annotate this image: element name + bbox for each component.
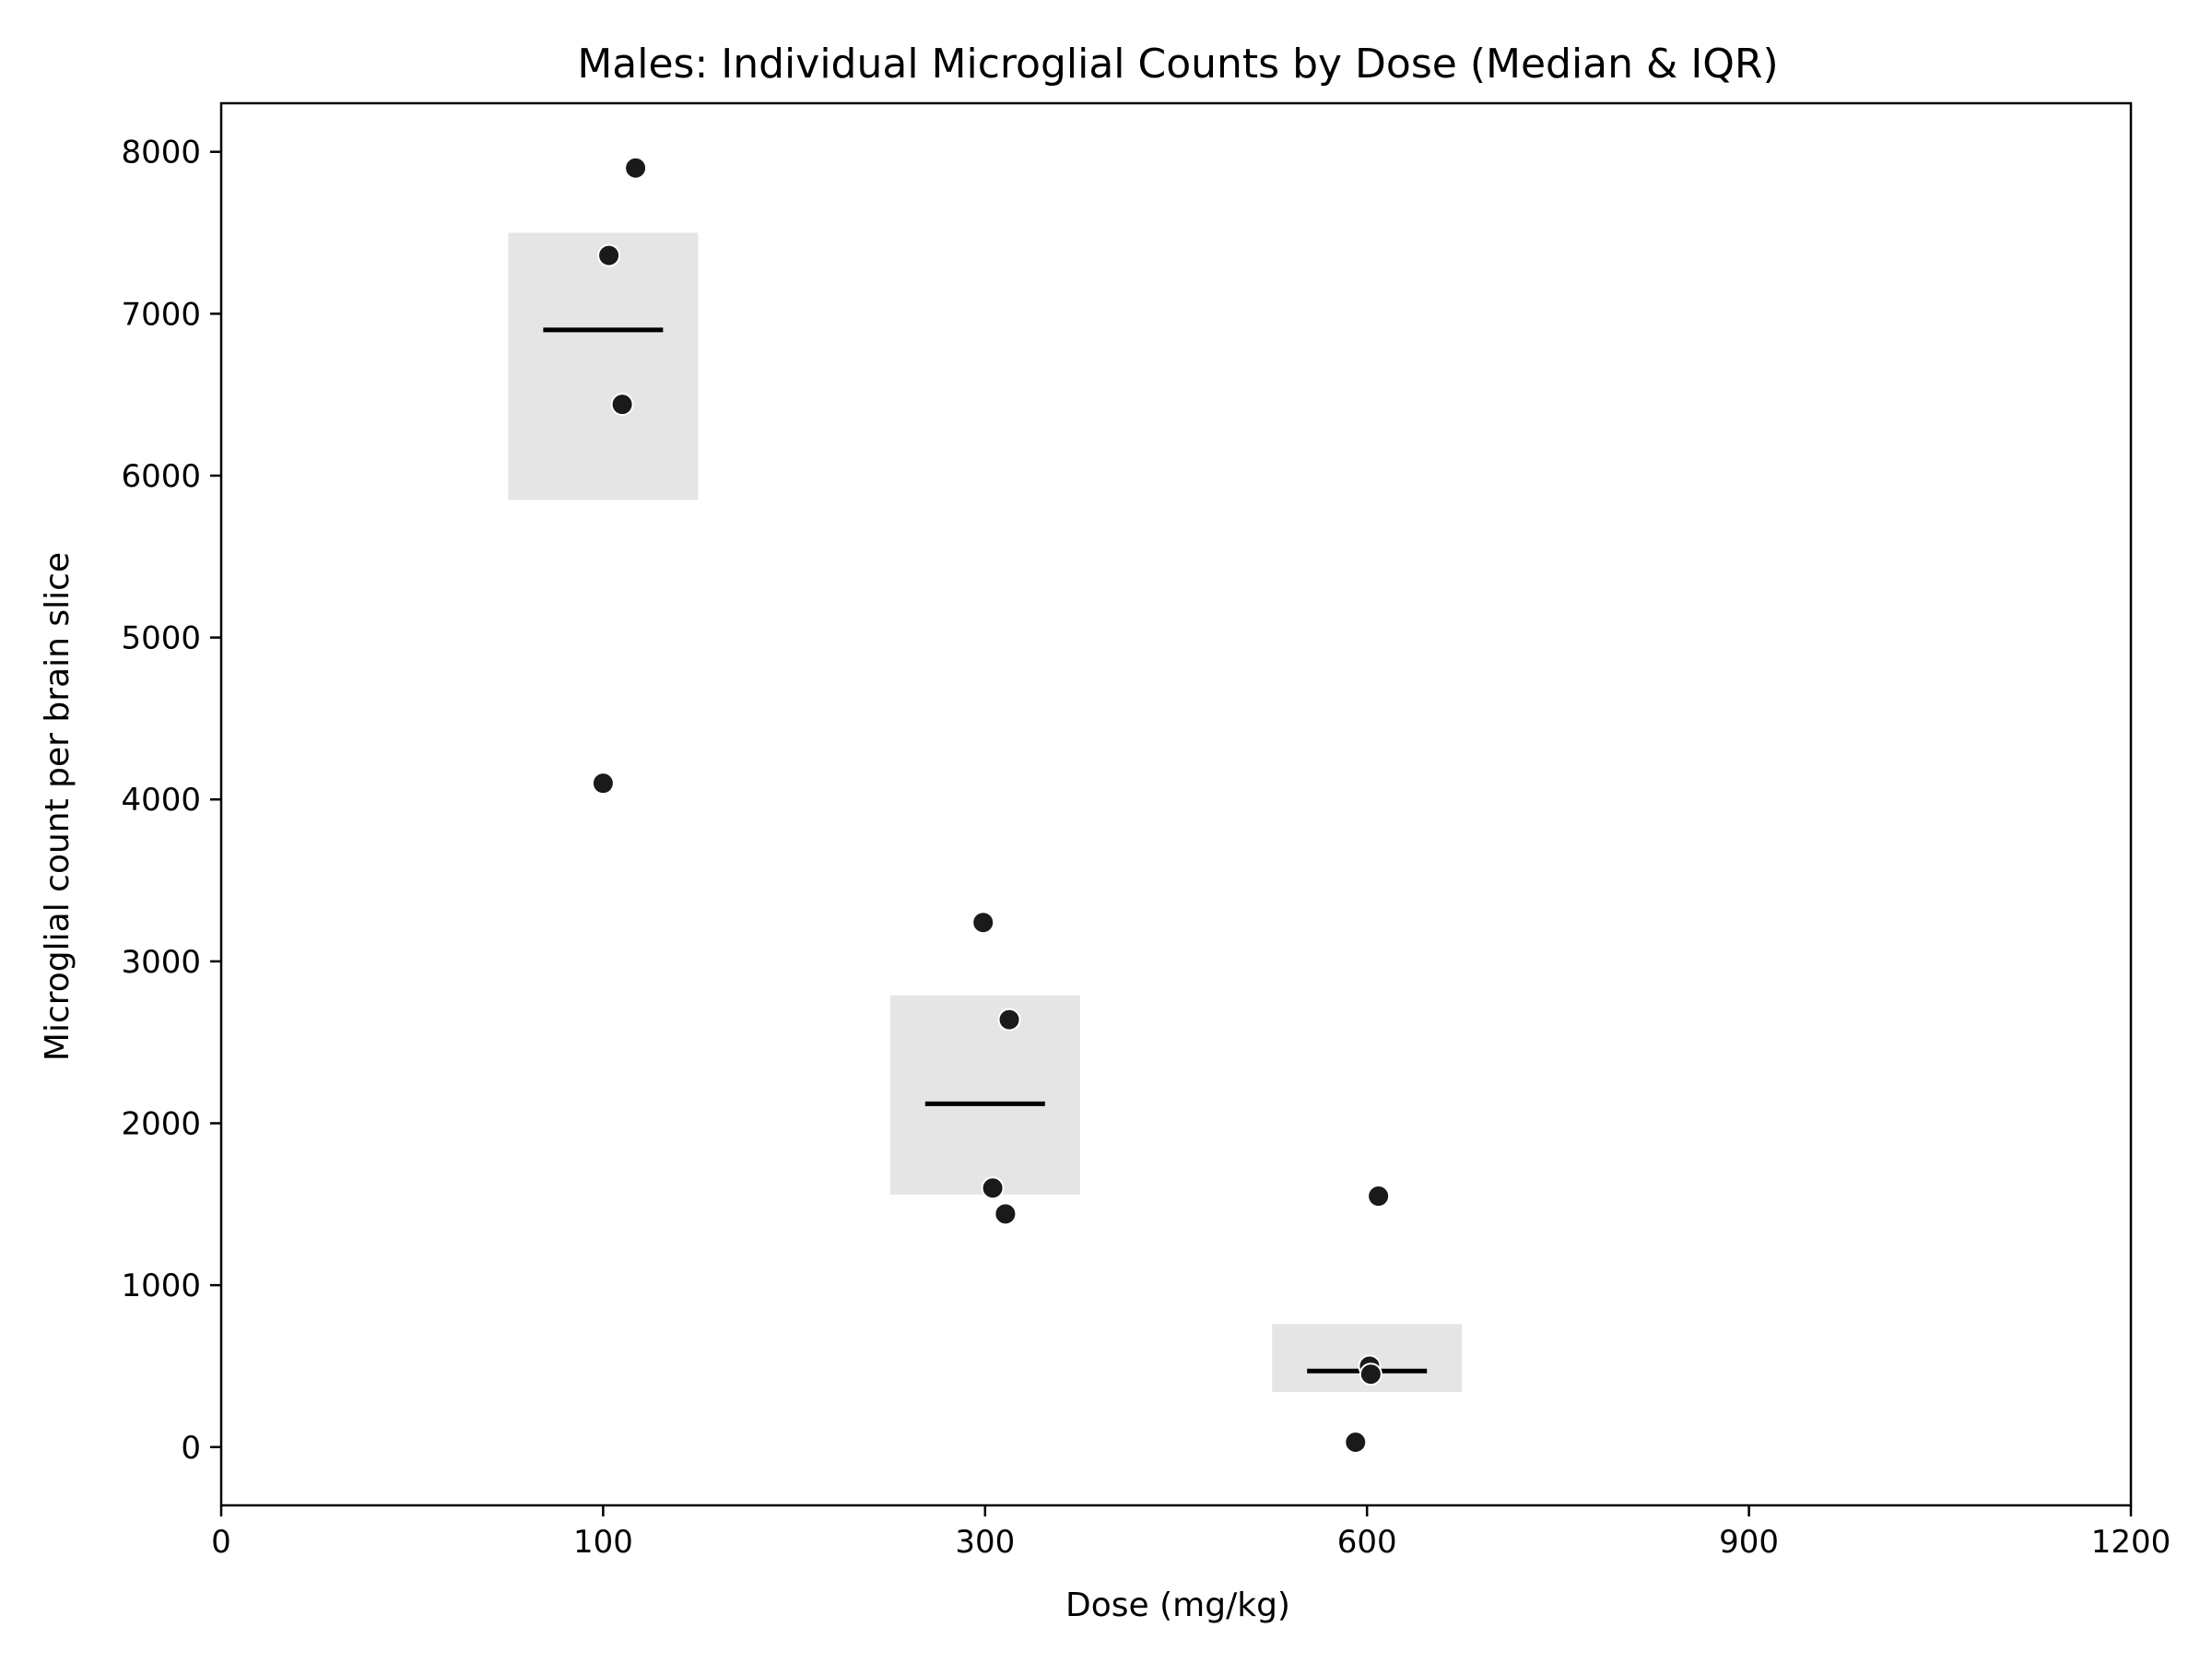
data-point-300-4 [994, 1202, 1018, 1226]
data-point-600-1 [1344, 1431, 1368, 1455]
y-tick-label-4000: 4000 [121, 782, 201, 819]
y-tick-label-6000: 6000 [121, 458, 201, 495]
plot-area: 0 100 300 600 900 1200 0 1000 2000 3000 4000 5000 60… [121, 101, 2171, 1561]
y-tick-label-0: 0 [181, 1430, 201, 1467]
y-tick-label-7000: 7000 [121, 296, 201, 333]
x-tick-label-1200: 1200 [2091, 1524, 2171, 1561]
x-tick-label-300: 300 [955, 1524, 1015, 1561]
iqr-box-100 [508, 232, 699, 501]
data-point-100-3 [597, 243, 621, 267]
data-point-300-3 [997, 1008, 1021, 1032]
iqr-box-300 [889, 995, 1080, 1195]
y-tick-label-2000: 2000 [121, 1106, 201, 1143]
y-tick-label-3000: 3000 [121, 944, 201, 981]
data-point-100-2 [610, 393, 634, 417]
x-tick-label-0: 0 [211, 1524, 231, 1561]
x-axis-title: Dose (mg/kg) [1065, 1586, 1290, 1624]
x-tick-label-100: 100 [573, 1524, 633, 1561]
x-tick-label-900: 900 [1719, 1524, 1779, 1561]
data-point-300-2 [981, 1176, 1005, 1200]
plot-frame [219, 101, 2133, 1507]
x-tick-label-600: 600 [1337, 1524, 1397, 1561]
data-point-600-3 [1359, 1362, 1382, 1386]
y-tick-label-8000: 8000 [121, 135, 201, 171]
y-axis-title: Microglial count per brain slice [39, 552, 76, 1061]
data-point-600-4 [1367, 1185, 1391, 1209]
data-point-300-1 [971, 911, 995, 935]
data-point-100-1 [591, 772, 615, 796]
y-tick-label-5000: 5000 [121, 620, 201, 657]
chart-title: Males: Individual Microglial Counts by D… [577, 41, 1778, 88]
data-point-100-4 [624, 156, 648, 180]
y-tick-label-1000: 1000 [121, 1268, 201, 1304]
